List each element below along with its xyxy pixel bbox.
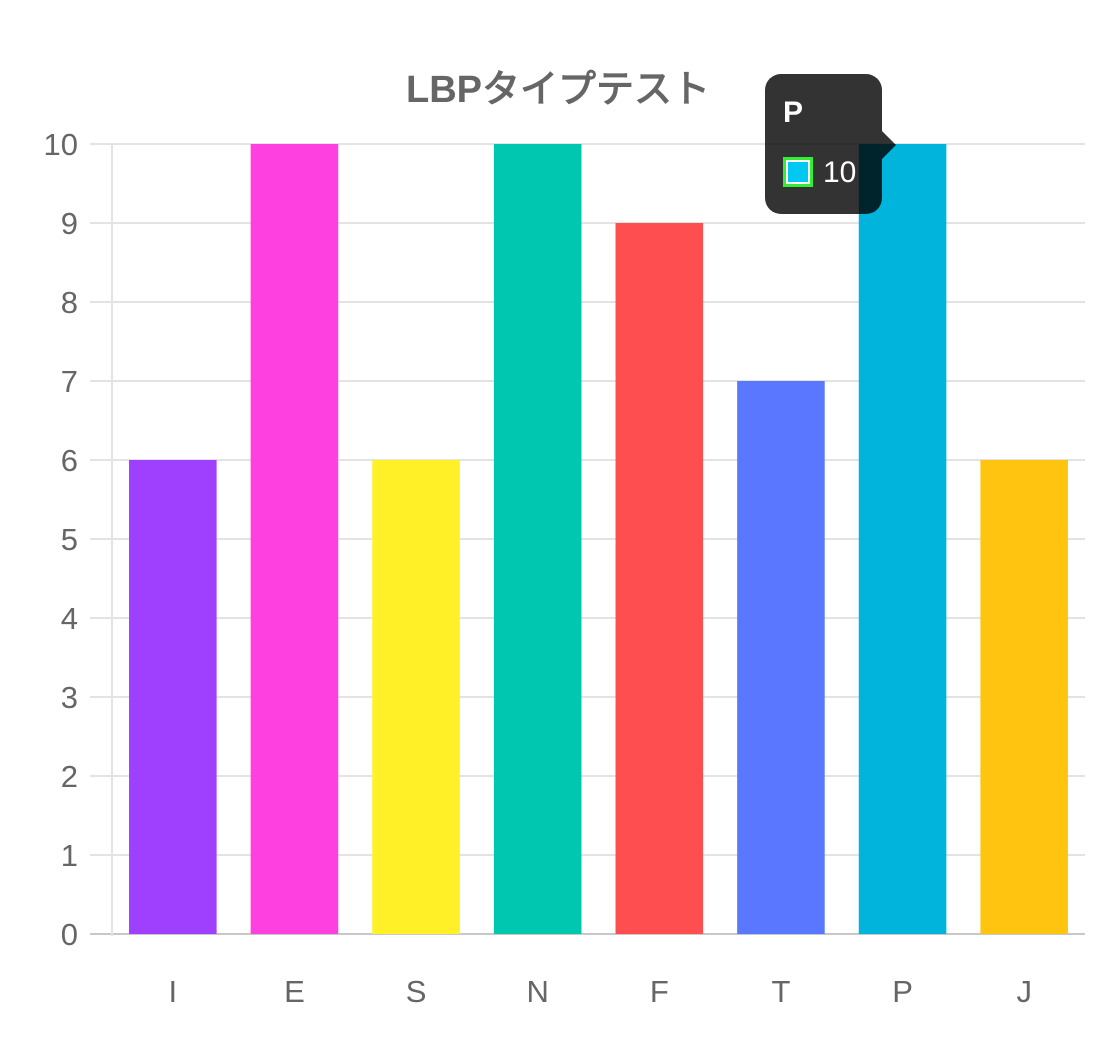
x-tick-label: T xyxy=(771,974,790,1009)
y-tick-label: 5 xyxy=(61,522,78,557)
y-tick-label: 6 xyxy=(61,443,78,478)
y-tick-label: 0 xyxy=(61,917,78,952)
bar-F xyxy=(615,223,704,934)
y-tick-label: 7 xyxy=(61,364,78,399)
bar-T xyxy=(737,381,825,934)
bar-J xyxy=(980,460,1068,934)
bar-S xyxy=(372,460,460,934)
x-tick-label: J xyxy=(1016,974,1032,1009)
chart-title: LBPタイプテスト xyxy=(406,69,710,111)
x-tick-label: N xyxy=(526,974,548,1009)
y-tick-label: 8 xyxy=(61,285,78,320)
bar-P xyxy=(858,144,947,934)
x-tick-label: E xyxy=(284,974,305,1009)
bar-I xyxy=(129,460,217,934)
y-tick-label: 3 xyxy=(61,680,78,715)
tooltip-value: 10 xyxy=(823,156,857,189)
y-tick-label: 9 xyxy=(61,206,78,241)
bar-N xyxy=(493,144,582,934)
bar-E xyxy=(250,144,339,934)
tooltip-swatch xyxy=(783,157,813,187)
tooltip-title: P xyxy=(783,96,804,129)
x-tick-label: F xyxy=(650,974,669,1009)
x-tick-label: I xyxy=(169,974,178,1009)
y-tick-label: 10 xyxy=(44,127,78,162)
x-tick-label: S xyxy=(406,974,427,1009)
x-tick-label: P xyxy=(892,974,913,1009)
y-tick-label: 4 xyxy=(61,601,78,636)
y-tick-label: 2 xyxy=(61,759,78,794)
y-tick-label: 1 xyxy=(61,838,78,873)
tooltip: P 10 xyxy=(765,74,896,214)
